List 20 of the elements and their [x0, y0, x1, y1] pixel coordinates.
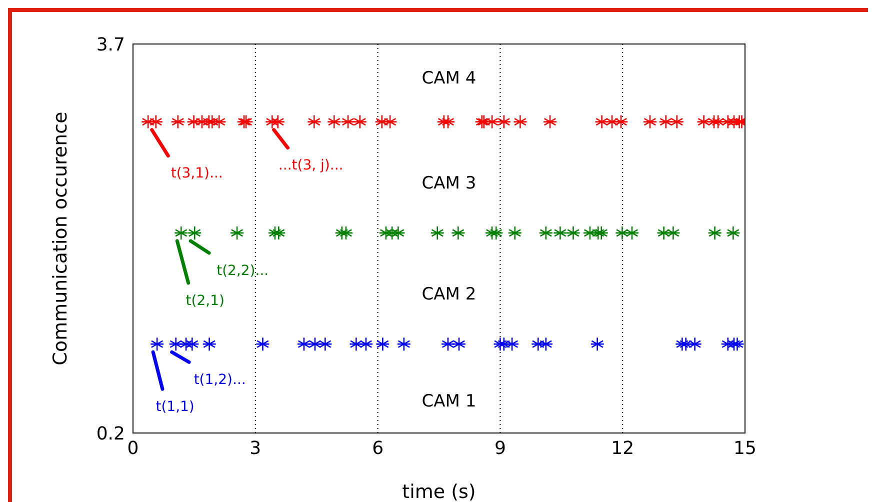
x-tick-label: 9: [494, 438, 506, 459]
x-tick-label: 15: [734, 438, 756, 459]
y-tick-label: 0.2: [96, 423, 125, 444]
annotation: t(2,2)...: [216, 262, 269, 279]
annotation: CAM 4: [422, 68, 476, 89]
annotation: CAM 3: [422, 174, 476, 194]
y-tick-label: 3.7: [96, 34, 125, 56]
x-tick-label: 0: [127, 438, 139, 459]
annotation: ...t(3, j)...: [278, 158, 344, 174]
annotation: t(2,1): [186, 292, 224, 309]
annotation: CAM 1: [422, 392, 476, 412]
x-axis-title: time (s): [402, 481, 476, 502]
annotation: t(1,1): [156, 398, 194, 415]
annotation: CAM 2: [422, 284, 476, 305]
annotation: t(3,1)...: [170, 166, 223, 182]
y-axis-title: Communication occurence: [50, 112, 72, 366]
annotation: t(1,2)...: [194, 372, 246, 388]
x-tick-label: 12: [611, 438, 634, 459]
x-tick-label: 6: [372, 438, 384, 459]
x-tick-label: 3: [250, 438, 262, 459]
